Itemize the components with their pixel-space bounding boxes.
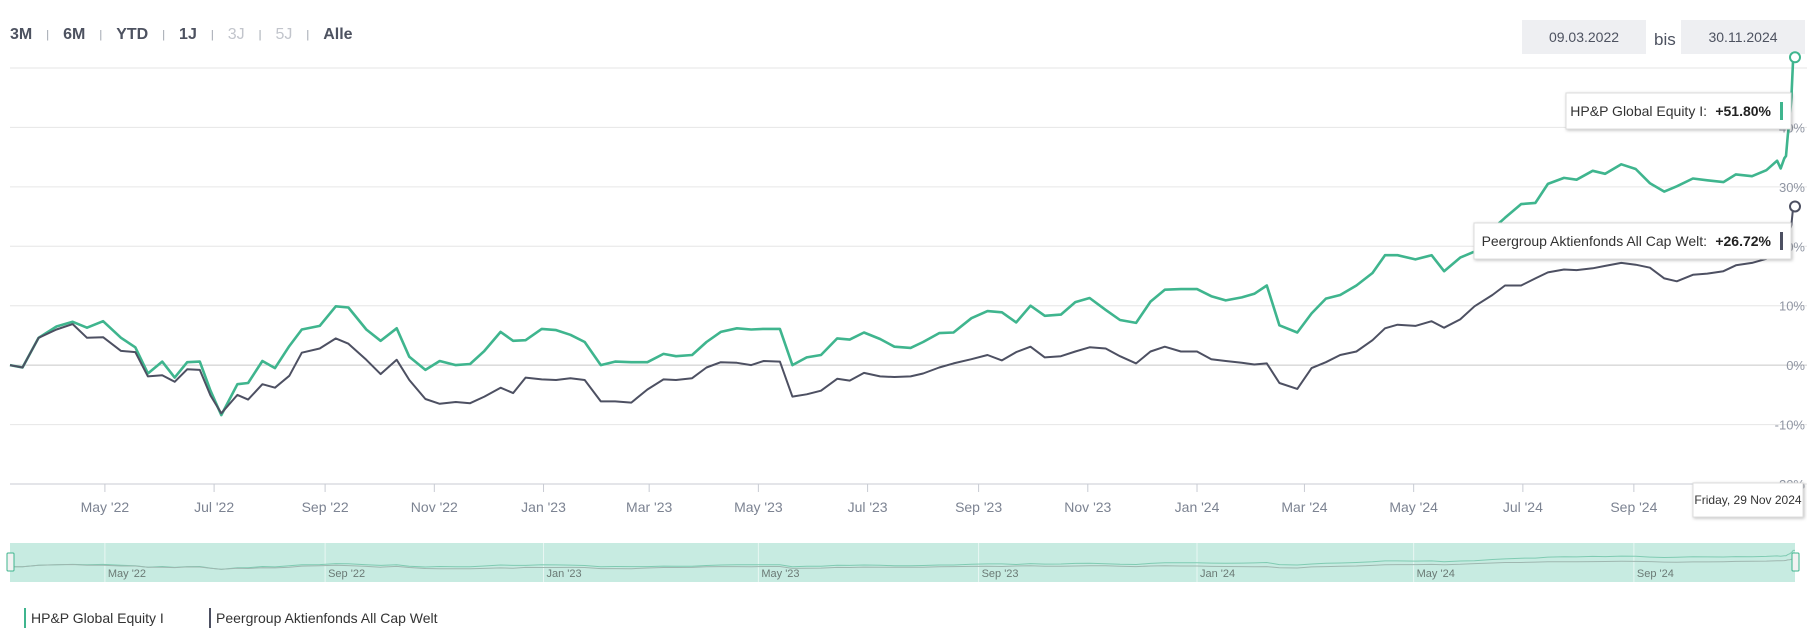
tooltip-value-hpp: +51.80% bbox=[1715, 103, 1771, 119]
date-tooltip-box bbox=[1692, 482, 1804, 518]
tooltip-swatch-peergroup bbox=[1780, 232, 1783, 250]
tooltip-value-peergroup: +26.72% bbox=[1715, 233, 1771, 249]
navigator-series-hpp bbox=[9, 549, 1795, 570]
range-button-3j[interactable]: 3J bbox=[227, 26, 245, 43]
legend-item-hpp[interactable]: HP&P Global Equity I bbox=[24, 608, 164, 628]
range-separator: | bbox=[46, 29, 50, 41]
navigator-tick-label: Sep '22 bbox=[328, 568, 365, 580]
navigator-tick-label: Sep '23 bbox=[982, 568, 1019, 580]
range-button-3m[interactable]: 3M bbox=[10, 26, 33, 43]
x-tick-label: Nov '23 bbox=[1064, 499, 1111, 515]
x-tick-label: Nov '22 bbox=[411, 499, 458, 515]
navigator-tick-label: May '23 bbox=[761, 568, 799, 580]
range-selector: 3M | 6M | YTD | 1J | 3J | 5J | Alle bbox=[10, 26, 353, 44]
navigator-handle-left[interactable] bbox=[6, 552, 15, 572]
x-tick-label: Jul '23 bbox=[848, 499, 888, 515]
navigator-tick-label: Sep '24 bbox=[1637, 568, 1674, 580]
date-from-input[interactable]: 09.03.2022 bbox=[1522, 20, 1646, 54]
series-line-peergroup bbox=[9, 205, 1795, 415]
x-tick-label: May '24 bbox=[1389, 499, 1438, 515]
range-separator: | bbox=[99, 29, 103, 41]
range-separator: | bbox=[306, 29, 310, 41]
navigator-handle-right[interactable] bbox=[1791, 552, 1800, 572]
series-end-marker-hpp bbox=[1789, 51, 1801, 64]
range-separator: | bbox=[162, 29, 166, 41]
x-tick-label: Sep '23 bbox=[955, 499, 1002, 515]
x-tick-label: Jul '22 bbox=[194, 499, 234, 515]
x-tick-label: Jan '23 bbox=[521, 499, 566, 515]
date-to-input[interactable]: 30.11.2024 bbox=[1681, 20, 1805, 54]
navigator-series-peergroup bbox=[9, 557, 1795, 570]
y-tick-label: 0% bbox=[1786, 358, 1805, 373]
x-tick-label: Sep '24 bbox=[1610, 499, 1657, 515]
date-separator: bis bbox=[1654, 30, 1676, 49]
tooltip-label-hpp: HP&P Global Equity I: bbox=[1570, 103, 1707, 119]
range-button-1j[interactable]: 1J bbox=[179, 26, 197, 43]
legend-swatch-peergroup bbox=[209, 608, 211, 628]
navigator-tick-label: Jan '23 bbox=[547, 568, 582, 580]
x-tick-label: Mar '23 bbox=[626, 499, 672, 515]
x-tick-label: Jul '24 bbox=[1503, 499, 1543, 515]
y-tick-label: -10% bbox=[1775, 418, 1806, 433]
tooltip-box-peergroup bbox=[1473, 222, 1792, 260]
x-tick-label: May '22 bbox=[81, 499, 130, 515]
date-tooltip-text: Friday, 29 Nov 2024 bbox=[1694, 493, 1801, 507]
tooltip-label-peergroup: Peergroup Aktienfonds All Cap Welt: bbox=[1482, 233, 1707, 249]
x-tick-label: May '23 bbox=[734, 499, 783, 515]
range-separator: | bbox=[210, 29, 214, 41]
navigator-tick-label: May '22 bbox=[108, 568, 146, 580]
range-button-alle[interactable]: Alle bbox=[323, 26, 353, 43]
range-button-5j[interactable]: 5J bbox=[275, 26, 293, 43]
tooltip-box-hpp bbox=[1565, 92, 1792, 130]
range-separator: | bbox=[258, 29, 262, 41]
y-tick-label: 30% bbox=[1779, 180, 1805, 195]
navigator-tick-label: May '24 bbox=[1417, 568, 1455, 580]
navigator-tick-label: Jan '24 bbox=[1200, 568, 1235, 580]
legend-swatch-hpp bbox=[24, 608, 26, 628]
tooltip-swatch-hpp bbox=[1780, 102, 1783, 120]
legend-item-peergroup[interactable]: Peergroup Aktienfonds All Cap Welt bbox=[209, 608, 438, 628]
range-button-6m[interactable]: 6M bbox=[63, 26, 86, 43]
y-tick-label: 10% bbox=[1779, 299, 1805, 314]
x-tick-label: Sep '22 bbox=[302, 499, 349, 515]
legend-label-hpp: HP&P Global Equity I bbox=[31, 610, 164, 626]
series-line-hpp bbox=[9, 56, 1795, 417]
x-tick-label: Mar '24 bbox=[1281, 499, 1327, 515]
x-tick-label: Jan '24 bbox=[1175, 499, 1220, 515]
range-button-ytd[interactable]: YTD bbox=[116, 26, 149, 43]
series-end-marker-peergroup bbox=[1789, 200, 1801, 213]
legend-label-peergroup: Peergroup Aktienfonds All Cap Welt bbox=[216, 610, 438, 626]
